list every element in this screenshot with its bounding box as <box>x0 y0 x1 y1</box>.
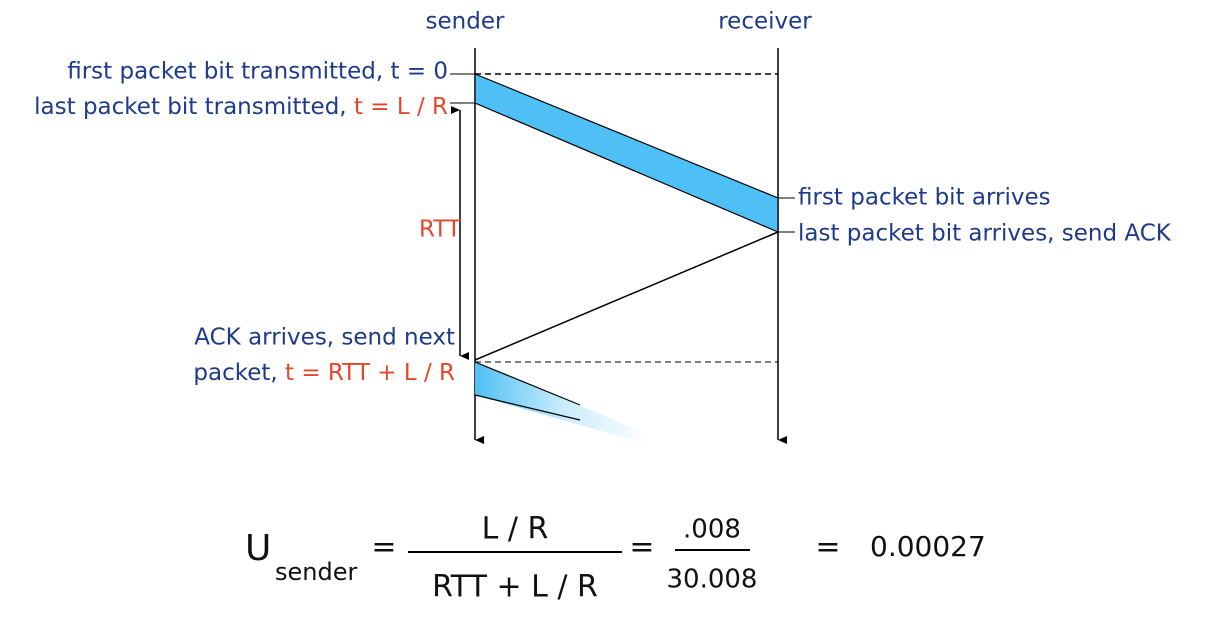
ack-arrives-label: packet, t = RTT + L / R <box>193 360 455 386</box>
equals: = <box>371 530 396 565</box>
event-text: last packet bit transmitted, <box>34 94 354 120</box>
value-numerator: .008 <box>683 515 741 545</box>
equals: = <box>815 530 840 565</box>
numerator: L / R <box>482 512 549 547</box>
sender-label: sender <box>426 9 505 35</box>
formula-subscript: sender <box>275 558 357 586</box>
denominator: RTT + L / R <box>432 570 598 605</box>
ack-line <box>474 231 779 361</box>
event-text: packet, <box>193 360 285 386</box>
next-packet-band <box>475 362 650 445</box>
last-arrives-label: last packet bit arrives, send ACK <box>798 221 1172 247</box>
event-time: t = L / R <box>354 94 448 120</box>
band-edge <box>474 361 581 406</box>
packet-band <box>474 73 779 233</box>
value-denominator: 30.008 <box>667 565 758 595</box>
first-arrives-label: first packet bit arrives <box>798 185 1051 211</box>
equals: = <box>629 530 654 565</box>
last-sent-label: last packet bit transmitted, t = L / R <box>34 94 448 120</box>
band-edge <box>474 394 581 421</box>
ack-arrives-label: ACK arrives, send next <box>194 325 455 351</box>
first-sent-label: first packet bit transmitted, t = 0 <box>67 59 448 85</box>
rtt-label: RTT <box>419 217 462 243</box>
receiver-label: receiver <box>718 9 812 35</box>
event-time: t = RTT + L / R <box>285 360 455 386</box>
result: 0.00027 <box>870 530 986 563</box>
formula-symbol: U <box>245 528 271 569</box>
